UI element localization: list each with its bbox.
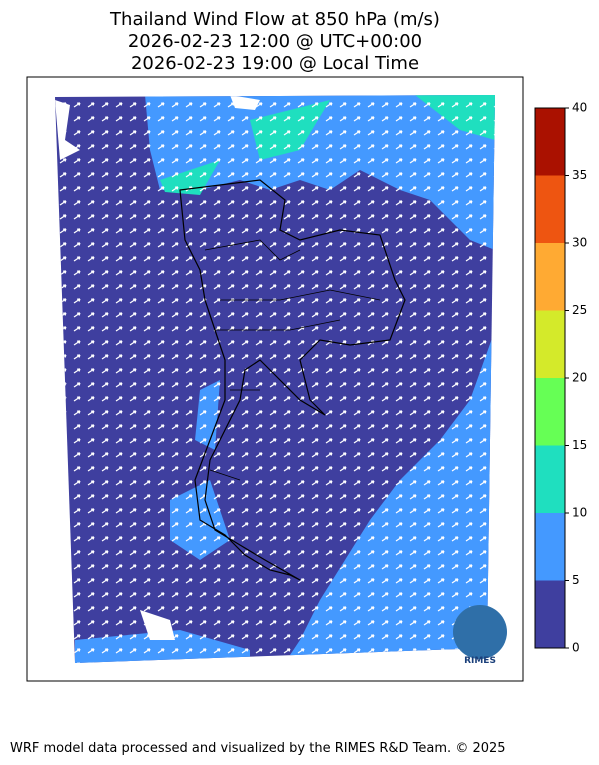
colorbar-segment — [535, 513, 565, 581]
title-line: Thailand Wind Flow at 850 hPa (m/s) — [109, 9, 440, 30]
colorbar-tick-label: 40 — [572, 101, 587, 115]
colorbar-segment — [535, 445, 565, 513]
colorbar-tick-label: 10 — [572, 506, 587, 520]
colorbar-tick-label: 25 — [572, 303, 587, 317]
title-line: 2026-02-23 19:00 @ Local Time — [131, 53, 419, 74]
country-outline — [179, 179, 406, 581]
wind-arrows — [55, 95, 495, 663]
footer: WRF model data processed and visualized … — [10, 741, 506, 756]
logo-text: RIMES — [464, 656, 496, 666]
map-frame — [26, 76, 524, 682]
wind-map — [55, 95, 495, 663]
colorbar-segment — [535, 175, 565, 243]
land-mask — [55, 95, 260, 640]
colorbar-tick-label: 5 — [572, 573, 580, 587]
colorbar-segment — [535, 580, 565, 648]
colorbar-tick-label: 20 — [572, 371, 587, 385]
colorbar: 0 5 10 15 20 25 30 35 40 — [534, 101, 587, 655]
colorbar-segment — [535, 108, 565, 176]
colorbar-segment — [535, 310, 565, 378]
title-line: 2026-02-23 12:00 @ UTC+00:00 — [128, 31, 422, 52]
colorbar-tick-label: 30 — [572, 236, 587, 250]
colorbar-tick-label: 0 — [572, 641, 580, 655]
colorbar-tick-label: 15 — [572, 438, 587, 452]
logo-mark — [453, 605, 507, 659]
colorbar-segment — [535, 378, 565, 446]
colorbar-segment — [535, 243, 565, 311]
colorbar-tick-label: 35 — [572, 168, 587, 182]
province-lines — [204, 239, 381, 481]
